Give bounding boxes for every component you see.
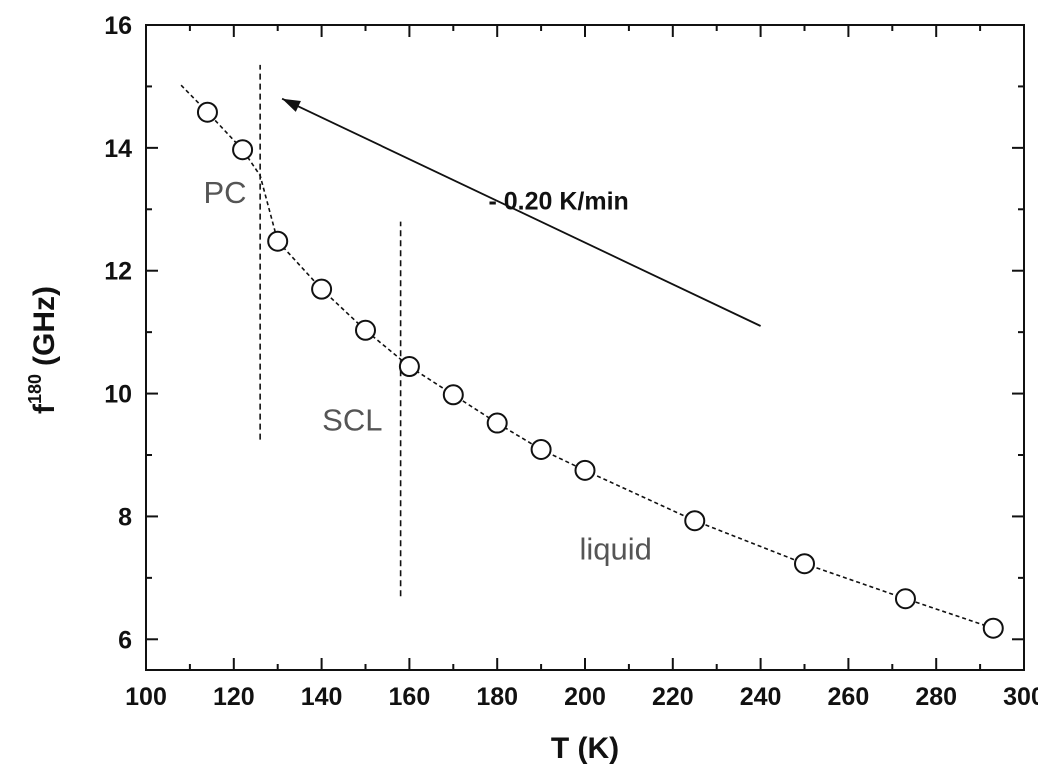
y-tick-label: 14	[104, 135, 132, 163]
data-point	[355, 319, 376, 341]
cooling-rate-label: - 0.20 K/min	[488, 187, 628, 215]
x-tick-label: 240	[740, 683, 782, 711]
x-tick-label: 100	[125, 683, 167, 711]
y-axis-title-unit: (GHz)	[28, 286, 61, 366]
y-axis-title-group: f180 (GHz)	[25, 286, 61, 414]
data-point	[794, 553, 815, 575]
y-tick-label: 6	[118, 626, 132, 654]
y-tick-label: 16	[104, 12, 132, 40]
x-tick-label: 160	[389, 683, 431, 711]
data-point	[486, 412, 508, 434]
y-tick-label: 10	[104, 381, 132, 409]
y-tick-label: 8	[118, 503, 132, 531]
data-point	[232, 139, 254, 161]
data-point	[684, 510, 706, 532]
x-tick-label: 200	[564, 683, 606, 711]
x-tick-label: 260	[828, 683, 870, 711]
data-point	[398, 356, 420, 378]
region-label: PC	[203, 175, 246, 210]
x-tick-label: 140	[301, 683, 343, 711]
x-tick-label: 300	[1003, 683, 1038, 711]
data-point	[530, 438, 552, 460]
y-tick-label: 12	[104, 258, 132, 286]
y-axis-title-superscript: 180	[25, 374, 45, 404]
data-point	[267, 230, 289, 252]
data-point	[894, 588, 916, 610]
data-points-layer	[196, 101, 1004, 639]
y-axis-title: f180 (GHz)	[25, 286, 61, 414]
y-axis-title-symbol: f	[28, 403, 61, 414]
cooling-arrow-line	[281, 97, 761, 327]
data-point	[311, 278, 333, 300]
data-point	[196, 101, 218, 123]
region-label: liquid	[580, 531, 652, 566]
data-point	[982, 617, 1004, 639]
cooling-arrow-head	[282, 98, 301, 112]
ticks-layer: 100 120 140 160 180 200 220 240 260 280 300 6 8 10 12 1…	[104, 12, 1038, 711]
data-point	[574, 459, 596, 481]
annotation-layer: PC SCL liquid - 0.20 K/min	[203, 64, 761, 597]
plot-frame	[145, 24, 1025, 671]
region-label: SCL	[322, 402, 382, 437]
x-tick-label: 220	[652, 683, 694, 711]
x-tick-label: 180	[476, 683, 518, 711]
x-tick-label: 120	[213, 683, 255, 711]
x-tick-label: 280	[915, 683, 957, 711]
x-axis-title: T (K)	[551, 732, 619, 765]
data-point	[442, 384, 464, 406]
